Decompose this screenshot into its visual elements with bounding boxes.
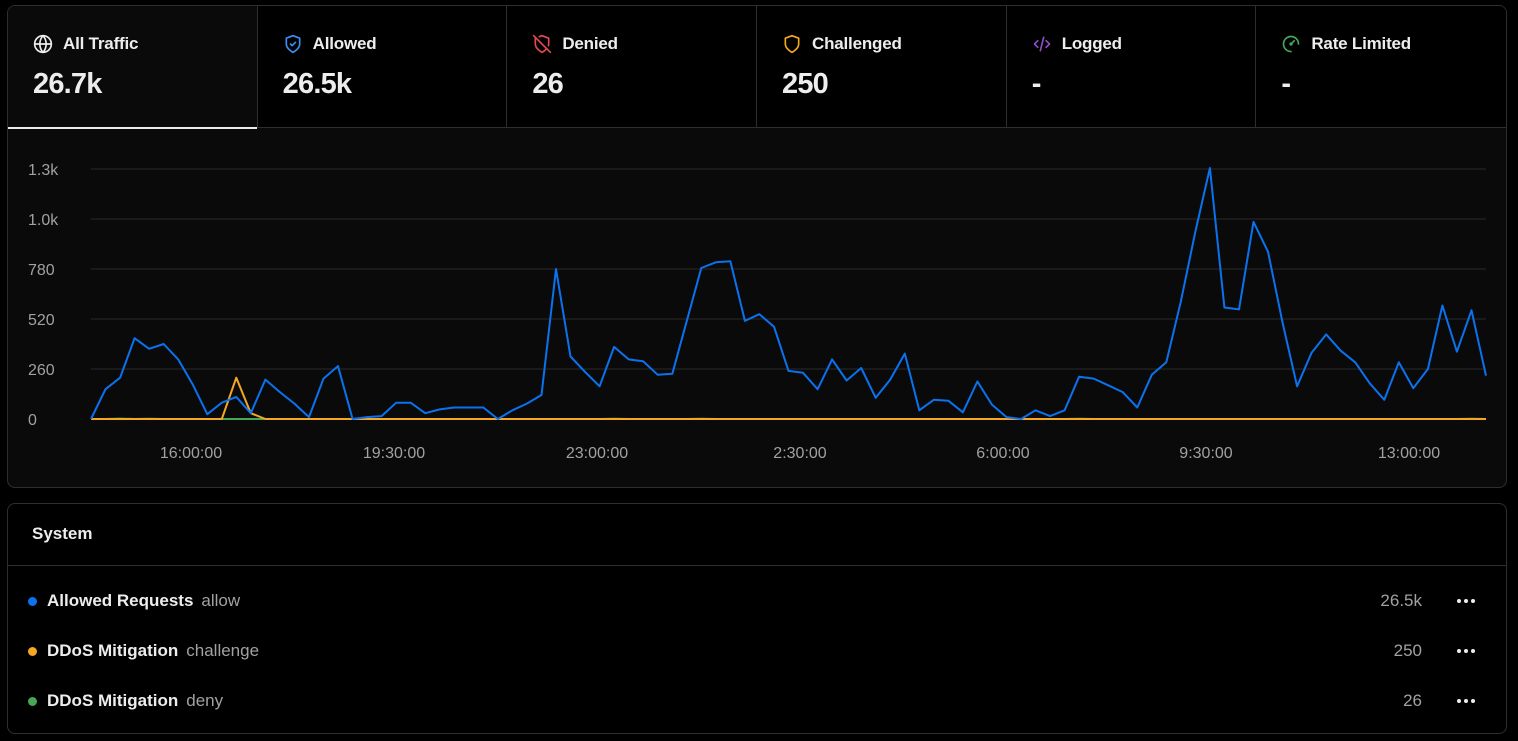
rule-action: deny (186, 691, 224, 710)
traffic-tabs: All Traffic 26.7k Allowed 26.5k (8, 6, 1506, 129)
y-tick-label: 1.0k (28, 212, 59, 229)
x-tick-label: 2:30:00 (773, 445, 826, 462)
more-options-button[interactable] (1452, 637, 1480, 665)
y-tick-label: 1.3k (28, 162, 59, 179)
rule-name: DDoS Mitigation deny (47, 691, 224, 710)
tab-label: Rate Limited (1311, 34, 1411, 53)
tab-value: 26 (532, 68, 564, 100)
tab-label: Logged (1061, 34, 1122, 53)
x-tick-label: 16:00:00 (160, 445, 222, 462)
tab-all-traffic[interactable]: All Traffic 26.7k (8, 6, 258, 129)
rule-count: 26.5k (1380, 591, 1422, 610)
y-tick-label: 0 (28, 412, 37, 429)
system-title: System (8, 504, 1506, 566)
allowed-series-line[interactable] (90, 167, 1487, 420)
more-options-button[interactable] (1452, 587, 1480, 615)
ellipsis-icon (1457, 649, 1475, 653)
traffic-card: All Traffic 26.7k Allowed 26.5k (7, 5, 1507, 488)
rule-action: challenge (186, 641, 260, 660)
rule-row-allowed[interactable]: Allowed Requests allow 26.5k (8, 576, 1506, 626)
tab-label: All Traffic (63, 34, 139, 53)
rule-name: DDoS Mitigation challenge (47, 641, 260, 660)
rule-name: Allowed Requests allow (47, 591, 241, 610)
gauge-icon (1281, 34, 1301, 54)
tab-value: 250 (782, 68, 829, 100)
x-tick-label: 6:00:00 (976, 445, 1029, 462)
rule-color-dot (28, 646, 37, 656)
rule-row-challenge[interactable]: DDoS Mitigation challenge 250 (8, 626, 1506, 676)
y-tick-label: 260 (28, 362, 55, 379)
shield-icon (782, 34, 802, 54)
challenge-series-line[interactable] (91, 376, 1486, 420)
rule-color-dot (28, 596, 37, 606)
tab-value: 26.5k (282, 68, 352, 100)
y-tick-label: 780 (28, 262, 55, 279)
traffic-chart-svg[interactable]: 1.3k 1.0k 780 520 260 0 16:00:00 19:30:00 23:00… (8, 129, 1507, 488)
shield-check-icon (283, 34, 303, 54)
rule-count: 26 (1403, 691, 1422, 710)
more-options-button[interactable] (1452, 687, 1480, 715)
tab-value: - (1031, 68, 1042, 100)
tab-value: - (1281, 68, 1291, 100)
tab-value: 26.7k (33, 68, 102, 100)
x-tick-label: 23:00:00 (566, 445, 628, 462)
tab-logged[interactable]: Logged - (1007, 6, 1257, 128)
rule-action: allow (201, 591, 241, 610)
x-tick-label: 13:00:00 (1378, 445, 1440, 462)
x-tick-label: 9:30:00 (1179, 445, 1232, 462)
tab-label: Allowed (312, 34, 377, 53)
x-tick-label: 19:30:00 (363, 445, 425, 462)
globe-icon (33, 34, 53, 54)
shield-off-icon (532, 34, 552, 54)
code-icon (1032, 34, 1052, 54)
rule-row-deny[interactable]: DDoS Mitigation deny 26 (8, 676, 1506, 726)
tab-denied[interactable]: Denied 26 (507, 6, 758, 128)
rule-color-dot (28, 696, 37, 706)
tab-challenged[interactable]: Challenged 250 (757, 6, 1007, 128)
tab-label: Challenged (812, 34, 902, 53)
rule-count: 250 (1393, 641, 1422, 660)
ellipsis-icon (1457, 599, 1475, 603)
tab-rate-limited[interactable]: Rate Limited - (1256, 6, 1506, 128)
ellipsis-icon (1457, 699, 1475, 703)
tab-allowed[interactable]: Allowed 26.5k (258, 6, 508, 128)
tab-label: Denied (562, 34, 618, 53)
y-tick-label: 520 (28, 312, 55, 329)
traffic-chart[interactable]: 1.3k 1.0k 780 520 260 0 16:00:00 19:30:00 23:00… (8, 129, 1507, 488)
system-card: System Allowed Requests allow 26.5k DDoS … (7, 503, 1507, 734)
